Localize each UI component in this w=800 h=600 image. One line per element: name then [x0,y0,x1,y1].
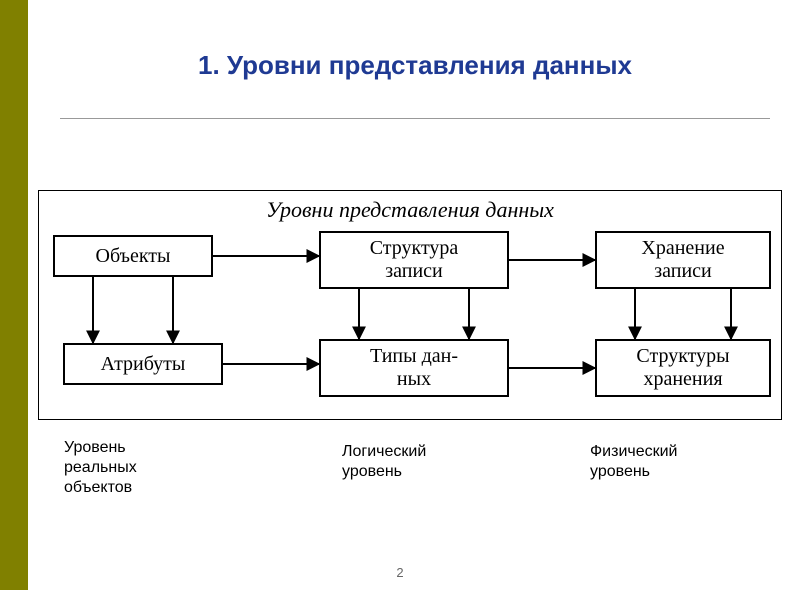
node-sstruct: Структурыхранения [595,339,771,397]
page-number: 2 [396,565,403,580]
title-underline [60,118,770,119]
node-objects: Объекты [53,235,213,277]
page-title: 1. Уровни представления данных [60,50,770,81]
node-attrs: Атрибуты [63,343,223,385]
node-types: Типы дан-ных [319,339,509,397]
diagram-frame: Уровни представления данных Объекты Струк… [38,190,782,420]
accent-sidebar [0,0,28,590]
node-storage: Хранениезаписи [595,231,771,289]
col-logical: Логическийуровень [342,442,426,482]
diagram-title: Уровни представления данных [39,197,781,223]
node-structure: Структуразаписи [319,231,509,289]
col-phys: Физическийуровень [590,442,677,482]
col-real: Уровеньреальныхобъектов [64,438,137,498]
